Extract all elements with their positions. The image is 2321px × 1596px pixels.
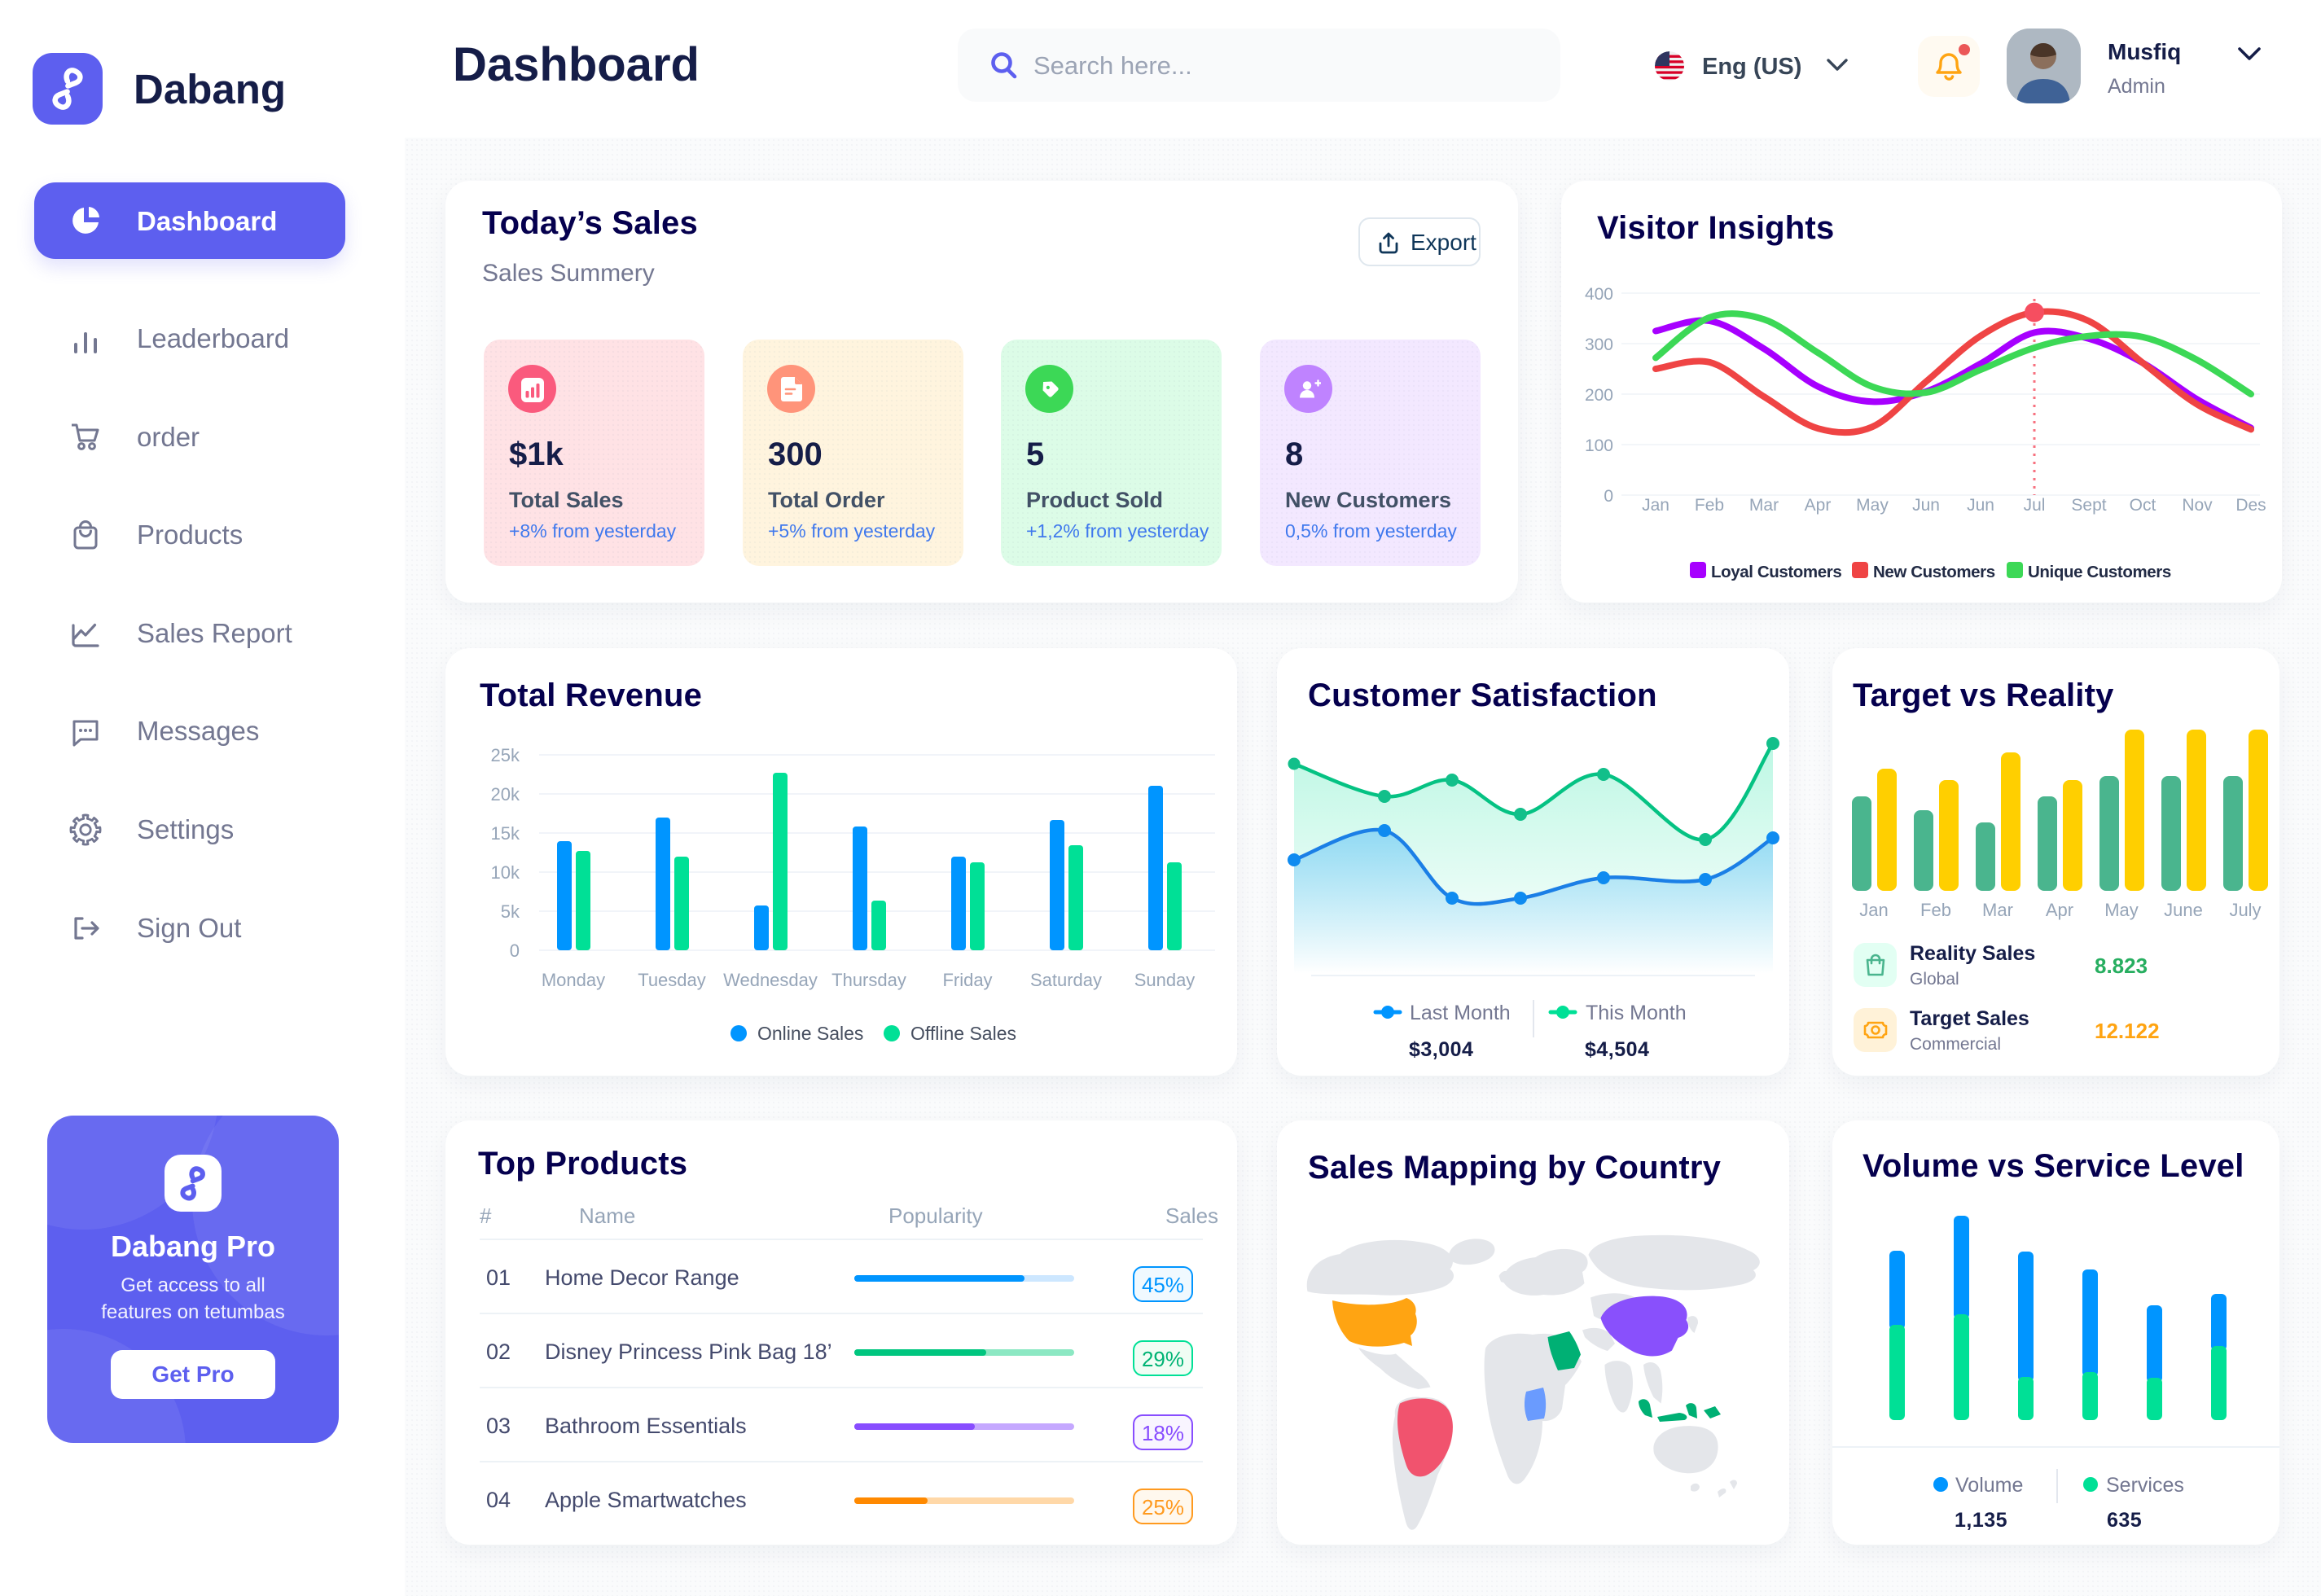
svg-text:Jan: Jan [1859, 900, 1888, 920]
svg-text:635: 635 [2107, 1509, 2142, 1532]
svg-text:May: May [1856, 496, 1889, 515]
svg-text:Nov: Nov [2182, 496, 2213, 515]
svg-text:Oct: Oct [2130, 496, 2156, 515]
svg-text:Apr: Apr [1805, 496, 1832, 515]
svg-text:Volume: Volume [1955, 1474, 2023, 1497]
svg-text:New Customers: New Customers [1873, 563, 1995, 581]
svg-text:400: 400 [1585, 285, 1613, 304]
svg-text:July: July [2229, 900, 2261, 920]
svg-text:Jun: Jun [1912, 496, 1940, 515]
svg-text:Saturday: Saturday [1030, 970, 1102, 990]
svg-text:Thursday: Thursday [831, 970, 906, 990]
svg-text:Wednesday: Wednesday [723, 970, 818, 990]
svg-text:Mar: Mar [1982, 900, 2013, 920]
svg-text:Monday: Monday [542, 970, 605, 990]
svg-text:20k: 20k [491, 784, 520, 805]
svg-text:25k: 25k [491, 745, 520, 765]
svg-text:Feb: Feb [1920, 900, 1951, 920]
svg-text:Feb: Feb [1695, 496, 1724, 515]
svg-text:Sept: Sept [2071, 496, 2106, 515]
svg-text:300: 300 [1585, 335, 1613, 354]
svg-text:15k: 15k [491, 823, 520, 844]
svg-text:Mar: Mar [1749, 496, 1779, 515]
svg-text:0: 0 [510, 940, 520, 961]
svg-text:Jul: Jul [2024, 496, 2046, 515]
svg-text:Unique Customers: Unique Customers [2028, 563, 2171, 581]
svg-text:1,135: 1,135 [1955, 1509, 2007, 1532]
svg-text:Sunday: Sunday [1134, 970, 1196, 990]
svg-text:0: 0 [1604, 487, 1613, 506]
svg-text:Jan: Jan [1642, 496, 1669, 515]
svg-text:10k: 10k [491, 862, 520, 883]
svg-text:Loyal Customers: Loyal Customers [1711, 563, 1841, 581]
svg-text:Offline Sales: Offline Sales [910, 1023, 1016, 1044]
svg-text:June: June [2164, 900, 2203, 920]
svg-text:200: 200 [1585, 386, 1613, 405]
svg-text:This Month: This Month [1586, 1002, 1687, 1024]
svg-text:5k: 5k [501, 901, 520, 922]
svg-text:Online Sales: Online Sales [757, 1023, 863, 1044]
svg-text:Last Month: Last Month [1410, 1002, 1511, 1024]
svg-text:Apr: Apr [2046, 900, 2073, 920]
svg-text:Friday: Friday [942, 970, 992, 990]
svg-text:Jun: Jun [1967, 496, 1994, 515]
svg-text:Tuesday: Tuesday [638, 970, 706, 990]
svg-text:$3,004: $3,004 [1409, 1038, 1473, 1061]
svg-text:May: May [2104, 900, 2139, 920]
svg-text:100: 100 [1585, 436, 1613, 455]
svg-text:$4,504: $4,504 [1585, 1038, 1649, 1061]
svg-text:Des: Des [2235, 496, 2266, 515]
svg-text:Services: Services [2106, 1474, 2184, 1497]
